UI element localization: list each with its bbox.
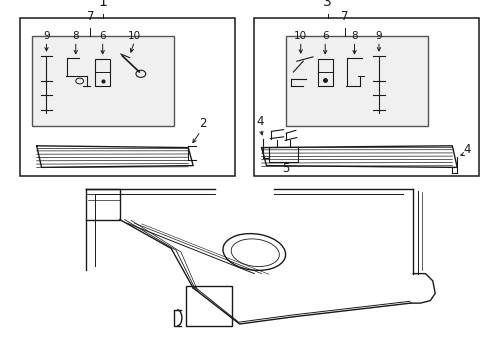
Text: 7: 7	[340, 10, 348, 23]
Bar	[317, 59, 332, 86]
Text: 3: 3	[323, 0, 331, 9]
Bar	[32, 36, 173, 126]
Bar	[268, 147, 298, 162]
Text: 2: 2	[199, 117, 206, 130]
Text: 5: 5	[282, 162, 289, 175]
Text: 10: 10	[128, 31, 141, 41]
Bar	[254, 18, 478, 176]
Text: 4: 4	[462, 143, 470, 156]
Text: 7: 7	[86, 10, 94, 23]
Text: 6: 6	[321, 31, 328, 41]
Text: 4: 4	[255, 115, 263, 128]
Bar	[185, 286, 232, 326]
Text: 10: 10	[294, 31, 306, 41]
Text: 8: 8	[72, 31, 79, 41]
Text: 6: 6	[99, 31, 106, 41]
Bar	[95, 59, 110, 86]
Text: 1: 1	[98, 0, 107, 9]
Text: 9: 9	[375, 31, 382, 41]
Text: 9: 9	[43, 31, 50, 41]
Text: 8: 8	[350, 31, 357, 41]
Bar	[20, 18, 234, 176]
Bar	[285, 36, 427, 126]
